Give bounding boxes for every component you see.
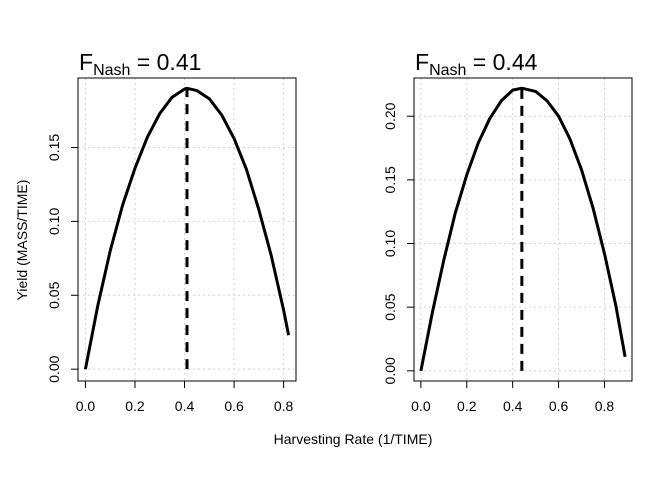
p1-title-subscript: Nash [93,62,130,79]
p1-y-tick-label-2: 0.10 [46,208,62,235]
p2-y-tick-label-4: 0.20 [382,102,398,129]
p1-x-tick-label-3: 0.6 [224,398,244,414]
p1-x-tick-label-2: 0.4 [175,398,195,414]
p2-y-tick-label-3: 0.15 [382,166,398,193]
p2-x-tick-label-4: 0.8 [595,398,615,414]
p1-x-tick-label-1: 0.2 [125,398,145,414]
p2-y-tick-label-2: 0.10 [382,230,398,257]
p1-x-tick-label-4: 0.8 [274,398,294,414]
p1-title-value: = 0.41 [130,49,201,75]
p2-title-main: F [415,49,429,75]
p2-x-tick-label-0: 0.0 [411,398,431,414]
p2-plot-frame [413,77,633,382]
p1-y-tick-label-1: 0.05 [46,281,62,308]
p1-title: FNash = 0.41 [79,49,201,79]
shared-y-axis-label: Yield (MASS/TIME) [14,180,30,301]
p2-yield-curve [419,86,627,372]
p1-plot-frame [77,77,297,382]
p2-x-tick-label-2: 0.4 [503,398,523,414]
p1-x-tick-label-0: 0.0 [76,398,96,414]
p2-title-value: = 0.44 [466,49,537,75]
chart-panel-2: 0.0 0.2 0.4 0.6 0.8 0.00 0.05 0.10 0.15 0.20 FNash… [382,49,633,414]
p2-y-tick-label-0: 0.00 [382,357,398,384]
p1-title-main: F [79,49,93,75]
p2-x-tick-label-3: 0.6 [549,398,569,414]
p2-title: FNash = 0.44 [415,49,538,79]
p2-y-tick-label-1: 0.05 [382,293,398,320]
p1-y-tick-label-3: 0.15 [46,134,62,161]
p2-x-tick-label-1: 0.2 [457,398,477,414]
p1-y-tick-label-0: 0.00 [46,355,62,382]
p1-yield-curve [83,86,291,370]
shared-x-axis-label: Harvesting Rate (1/TIME) [274,431,433,447]
p2-title-subscript: Nash [429,62,466,79]
chart-panel-1: 0.0 0.2 0.4 0.6 0.8 0.00 0.05 0.10 0.15 FNash = 0… [46,49,297,414]
